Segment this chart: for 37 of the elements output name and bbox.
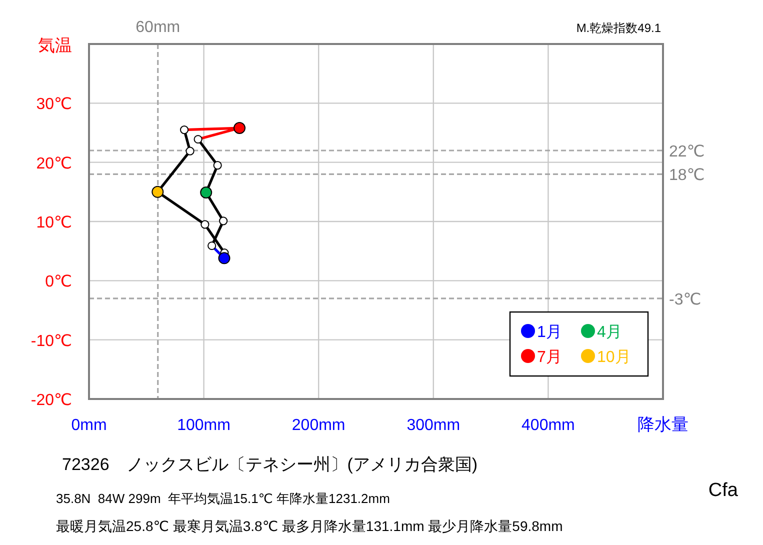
point <box>180 125 189 134</box>
ref-line-label: 22℃ <box>669 144 705 160</box>
text: 35.8N 84W 299m 年平均気温15.1℃ 年降水量1231.2mm <box>56 491 390 506</box>
point <box>213 160 222 170</box>
y-tick-label: -10℃ <box>30 332 72 350</box>
x-tick-label: 0mm <box>71 417 107 434</box>
ref-line-label: -3℃ <box>669 291 702 308</box>
text: 最暖月気温25.8℃ 最寒月気温3.8℃ 最多月降水量131.1mm 最少月降水量59.8mm <box>56 518 563 534</box>
point <box>194 134 202 144</box>
legend-label: 10月 <box>597 349 631 366</box>
point <box>218 252 230 264</box>
x-tick-label: 100mm <box>177 417 230 434</box>
point <box>219 216 228 226</box>
y-tick-label: 0℃ <box>45 274 72 291</box>
y-tick-label: -20℃ <box>30 392 72 409</box>
y-tick-label: 30℃ <box>36 96 72 114</box>
point <box>200 220 210 229</box>
point <box>234 122 246 134</box>
text: 72326 ノックスビル〔テネシー州〕(アメリカ合衆国) <box>62 455 478 474</box>
text: M.乾燥指数49.1 <box>576 21 662 35</box>
ref-line-label: 60mm <box>136 19 180 36</box>
point <box>200 186 212 199</box>
x-axis-title: 降水量 <box>638 415 688 434</box>
y-tick-label: 10℃ <box>36 214 72 232</box>
point <box>208 241 216 250</box>
y-tick-label: 20℃ <box>36 155 72 172</box>
text: Cfa <box>708 480 738 501</box>
ref-line-label: 18℃ <box>669 167 705 184</box>
legend-label: 7月 <box>537 349 562 366</box>
legend-label: 4月 <box>597 324 622 341</box>
point <box>186 146 194 156</box>
y-axis-title: 気温 <box>38 36 72 55</box>
x-tick-label: 400mm <box>522 417 575 434</box>
point <box>152 186 164 198</box>
legend-label: 1月 <box>537 324 562 341</box>
x-tick-label: 300mm <box>406 417 460 434</box>
x-tick-label: 200mm <box>292 417 346 434</box>
